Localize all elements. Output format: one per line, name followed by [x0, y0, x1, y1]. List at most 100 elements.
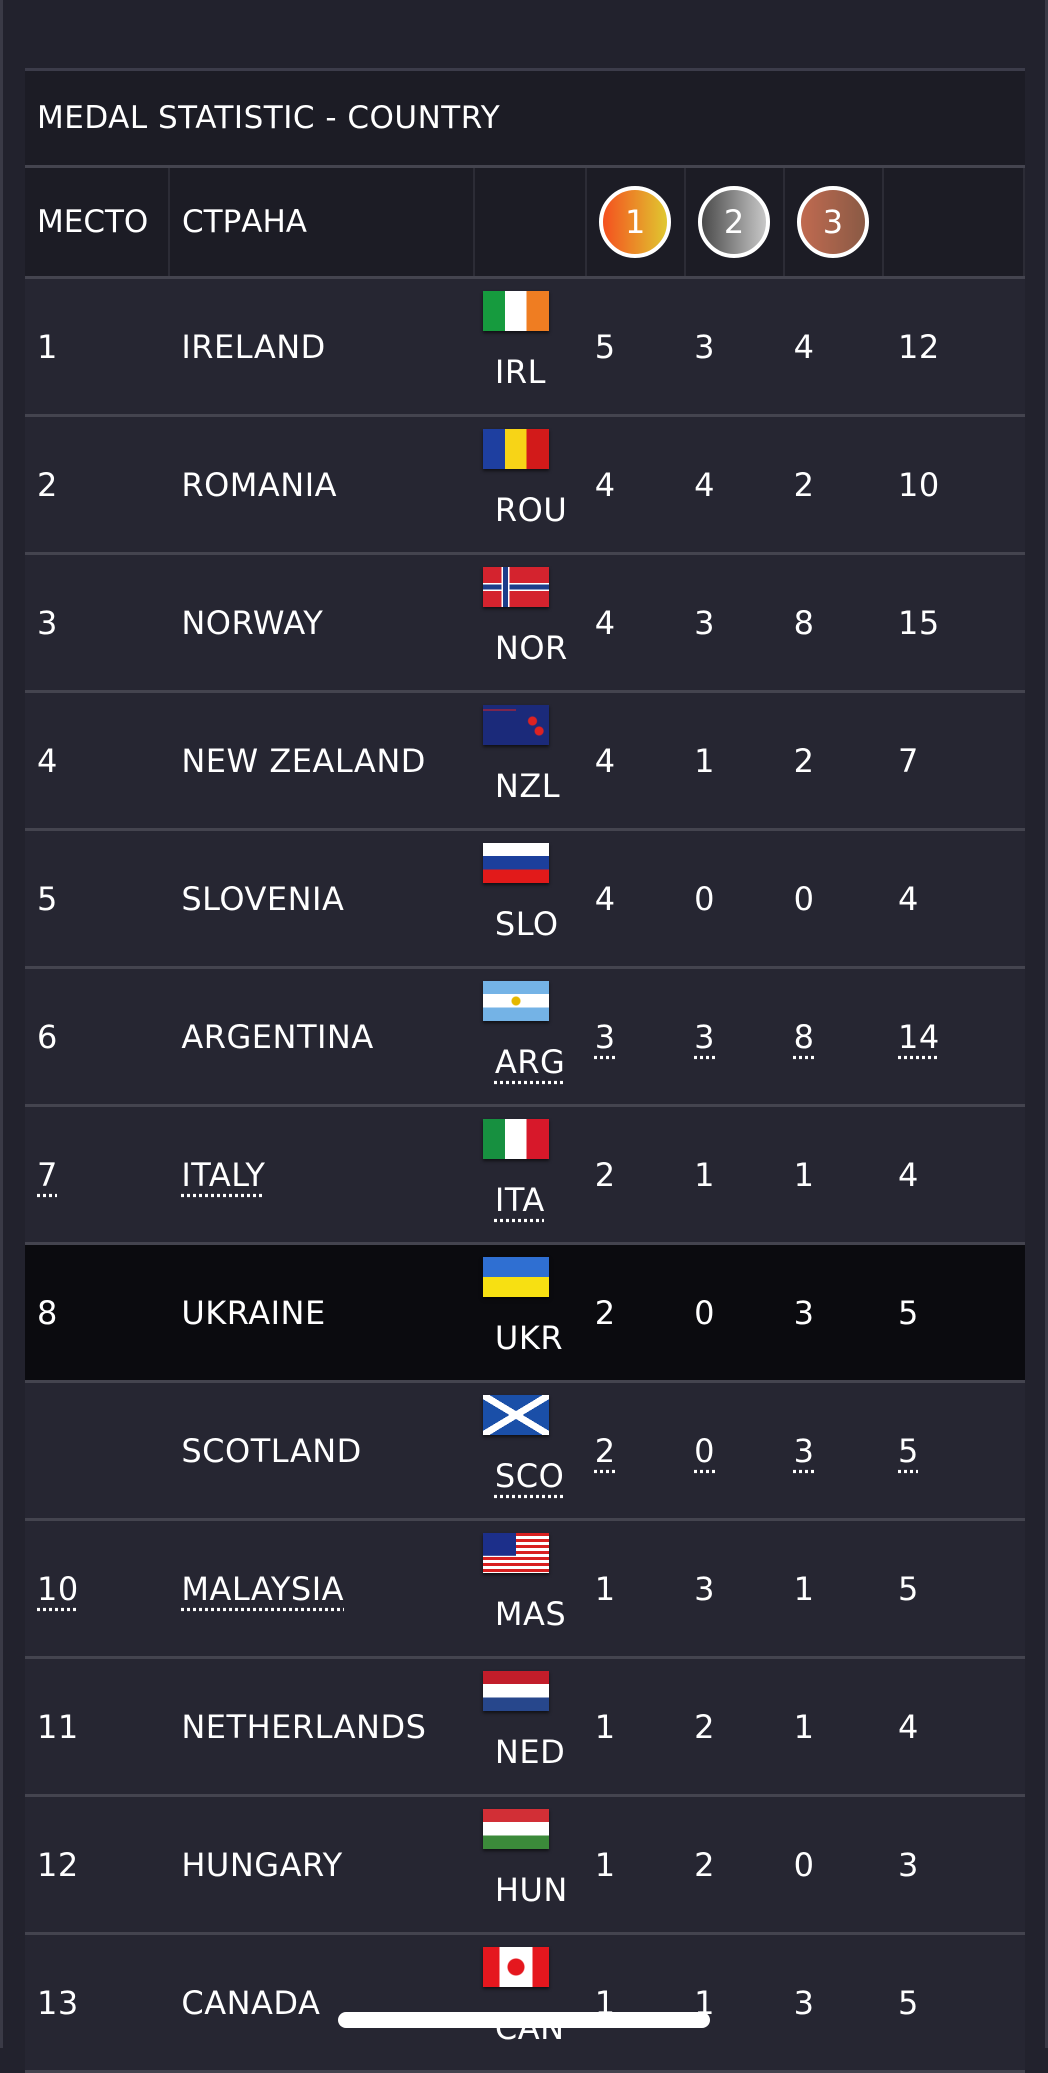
country-code: ROU	[494, 491, 568, 529]
header-rank[interactable]: МЕСТО	[25, 168, 171, 276]
silver-cell: 1	[684, 693, 783, 828]
table-row[interactable]: 11 NETHERLANDS NED 1 2 1 4	[25, 1659, 1025, 1797]
table-row[interactable]: 12 HUNGARY HUN 1 2 0 3	[25, 1797, 1025, 1935]
bronze-count: 1	[793, 1569, 815, 1608]
gold-cell: 4	[585, 831, 684, 966]
gold-cell: 5	[585, 279, 684, 414]
silver-cell: 2	[684, 1797, 783, 1932]
country-name: ROMANIA	[181, 465, 338, 504]
rank-cell: 7	[25, 1107, 169, 1242]
country-name: SCOTLAND	[181, 1431, 362, 1470]
silver-count[interactable]: 3	[694, 1017, 715, 1056]
silver-cell: 3	[684, 969, 783, 1104]
table-row[interactable]: 1 IRELAND IRL 5 3 4 12	[25, 279, 1025, 417]
silver-count: 0	[694, 879, 715, 918]
total-cell: 12	[883, 279, 1025, 414]
rank[interactable]: 7	[37, 1155, 58, 1194]
silver-cell: 3	[684, 1521, 783, 1656]
rank: 8	[37, 1293, 58, 1332]
flag-cell: HUN	[473, 1797, 585, 1932]
bronze-count: 2	[793, 465, 815, 504]
bronze-cell: 8	[784, 969, 883, 1104]
table-row[interactable]: 4 NEW ZEALAND NZL 4 1 2 7	[25, 693, 1025, 831]
rank-cell: 10	[25, 1521, 169, 1656]
table-row[interactable]: 8 UKRAINE UKR 2 0 3 5	[25, 1245, 1025, 1383]
country-code[interactable]: ITA	[494, 1181, 545, 1219]
country-name: HUNGARY	[181, 1845, 343, 1884]
country-name[interactable]: ITALY	[181, 1155, 266, 1194]
country-name: SLOVENIA	[181, 879, 345, 918]
flag-cell: IRL	[473, 279, 585, 414]
silver-count[interactable]: 0	[694, 1431, 715, 1470]
table-row[interactable]: 3 NORWAY NOR 4 3 8 15	[25, 555, 1025, 693]
total-cell: 4	[883, 1659, 1025, 1794]
total-cell: 7	[883, 693, 1025, 828]
bronze-count[interactable]: 8	[793, 1017, 815, 1056]
header-gold[interactable]: 1	[587, 168, 687, 276]
home-indicator[interactable]	[338, 2012, 710, 2028]
ireland-flag-icon	[482, 291, 549, 331]
flag-cell: MAS	[473, 1521, 585, 1656]
country-code: NED	[494, 1733, 566, 1771]
rank-cell: 1	[25, 279, 169, 414]
bronze-cell: 0	[784, 831, 883, 966]
gold-medal-icon: 1	[599, 186, 672, 258]
rank-cell: 3	[25, 555, 169, 690]
table-title: MEDAL STATISTIC - COUNTRY	[25, 71, 1025, 168]
gold-count: 5	[594, 327, 616, 366]
bronze-count: 1	[793, 1707, 815, 1746]
header-country[interactable]: СТРАНА	[170, 168, 475, 276]
table-row[interactable]: 10 MALAYSIA MAS 1 3 1 5	[25, 1521, 1025, 1659]
flag-cell: NZL	[473, 693, 585, 828]
gold-count[interactable]: 3	[594, 1017, 616, 1056]
bronze-count[interactable]: 3	[793, 1431, 815, 1470]
gold-cell: 1	[585, 1797, 684, 1932]
table-row[interactable]: 6 ARGENTINA ARG 3 3 8 14	[25, 969, 1025, 1107]
scotland-flag-icon	[482, 1395, 549, 1435]
rank: 3	[37, 603, 58, 642]
country-cell: ARGENTINA	[169, 969, 473, 1104]
rank[interactable]: 10	[37, 1569, 79, 1608]
country-cell: IRELAND	[169, 279, 473, 414]
total-count: 3	[898, 1845, 919, 1884]
rank: 4	[37, 741, 58, 780]
gold-count: 4	[594, 741, 616, 780]
silver-cell: 0	[684, 1245, 783, 1380]
norway-flag-icon	[482, 567, 549, 607]
italy-flag-icon	[482, 1119, 549, 1159]
malaysia-flag-icon	[482, 1533, 549, 1573]
total-count: 4	[898, 1155, 919, 1194]
rank-cell: 6	[25, 969, 169, 1104]
country-name[interactable]: MALAYSIA	[181, 1569, 345, 1608]
total-count: 10	[898, 465, 940, 504]
table-row[interactable]: 2 ROMANIA ROU 4 4 2 10	[25, 417, 1025, 555]
total-count[interactable]: 14	[898, 1017, 940, 1056]
total-cell: 5	[883, 1383, 1025, 1518]
gold-count[interactable]: 2	[594, 1431, 616, 1470]
header-bronze[interactable]: 3	[785, 168, 884, 276]
bronze-cell: 2	[784, 693, 883, 828]
bronze-cell: 1	[784, 1659, 883, 1794]
country-cell: CANADA	[169, 1935, 473, 2070]
silver-count: 1	[694, 741, 715, 780]
total-count[interactable]: 5	[898, 1431, 919, 1470]
country-code[interactable]: ARG	[494, 1043, 566, 1081]
argentina-flag-icon	[482, 981, 549, 1021]
bronze-cell: 3	[784, 1935, 883, 2070]
total-cell: 5	[883, 1521, 1025, 1656]
bronze-cell: 1	[784, 1107, 883, 1242]
table-row[interactable]: 13 CANADA CAN 1 1 3 5	[25, 1935, 1025, 2073]
table-row[interactable]: 5 SLOVENIA SLO 4 0 0 4	[25, 831, 1025, 969]
silver-count: 4	[694, 465, 715, 504]
table-row[interactable]: 7 ITALY ITA 2 1 1 4	[25, 1107, 1025, 1245]
country-code[interactable]: SCO	[494, 1457, 565, 1495]
total-cell: 10	[883, 417, 1025, 552]
country-cell: NEW ZEALAND	[169, 693, 473, 828]
header-silver[interactable]: 2	[686, 168, 785, 276]
canada-flag-icon	[482, 1947, 549, 1987]
country-name: IRELAND	[181, 327, 326, 366]
silver-count: 3	[694, 1569, 715, 1608]
country-cell: ROMANIA	[169, 417, 473, 552]
gold-count: 4	[594, 465, 616, 504]
table-row[interactable]: SCOTLAND SCO 2 0 3 5	[25, 1383, 1025, 1521]
